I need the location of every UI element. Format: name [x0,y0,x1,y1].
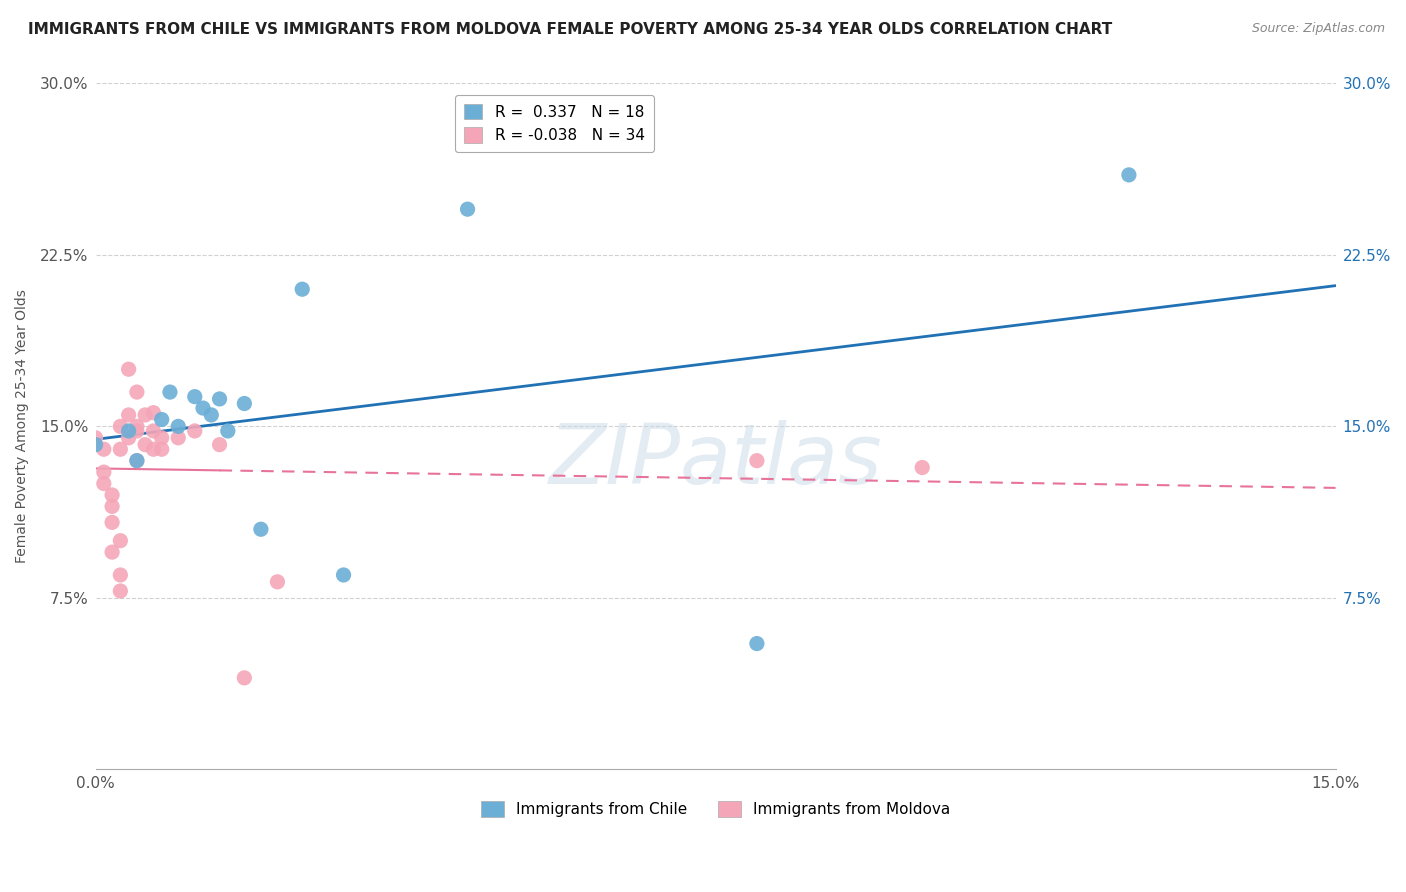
Point [332,568,354,582]
Point [233,671,256,685]
Point [745,636,768,650]
Point [1118,168,1140,182]
Point [167,419,190,434]
Text: IMMIGRANTS FROM CHILE VS IMMIGRANTS FROM MOLDOVA FEMALE POVERTY AMONG 25-34 YEAR: IMMIGRANTS FROM CHILE VS IMMIGRANTS FROM… [28,22,1112,37]
Point [117,408,139,422]
Point [134,437,156,451]
Point [125,453,148,467]
Point [101,545,124,559]
Point [117,362,139,376]
Point [84,437,107,451]
Point [184,424,207,438]
Point [117,431,139,445]
Point [101,516,124,530]
Point [110,533,132,548]
Point [911,460,934,475]
Point [93,465,115,479]
Point [134,408,156,422]
Point [250,522,273,536]
Legend: Immigrants from Chile, Immigrants from Moldova: Immigrants from Chile, Immigrants from M… [475,795,956,823]
Point [150,442,173,457]
Point [125,453,148,467]
Point [142,424,165,438]
Text: Source: ZipAtlas.com: Source: ZipAtlas.com [1251,22,1385,36]
Point [184,390,207,404]
Point [84,431,107,445]
Point [233,396,256,410]
Point [142,442,165,457]
Text: ZIPatlas: ZIPatlas [548,420,883,501]
Y-axis label: Female Poverty Among 25-34 Year Olds: Female Poverty Among 25-34 Year Olds [15,289,30,564]
Point [125,385,148,400]
Point [150,431,173,445]
Point [93,442,115,457]
Point [110,419,132,434]
Point [159,385,181,400]
Point [191,401,214,415]
Point [117,424,139,438]
Point [125,424,148,438]
Point [745,453,768,467]
Point [291,282,314,296]
Point [167,431,190,445]
Point [200,408,222,422]
Point [457,202,479,217]
Point [208,437,231,451]
Point [101,488,124,502]
Point [93,476,115,491]
Point [208,392,231,406]
Point [110,568,132,582]
Point [110,442,132,457]
Point [217,424,239,438]
Point [266,574,288,589]
Point [142,406,165,420]
Point [110,584,132,599]
Point [101,500,124,514]
Point [150,412,173,426]
Point [125,419,148,434]
